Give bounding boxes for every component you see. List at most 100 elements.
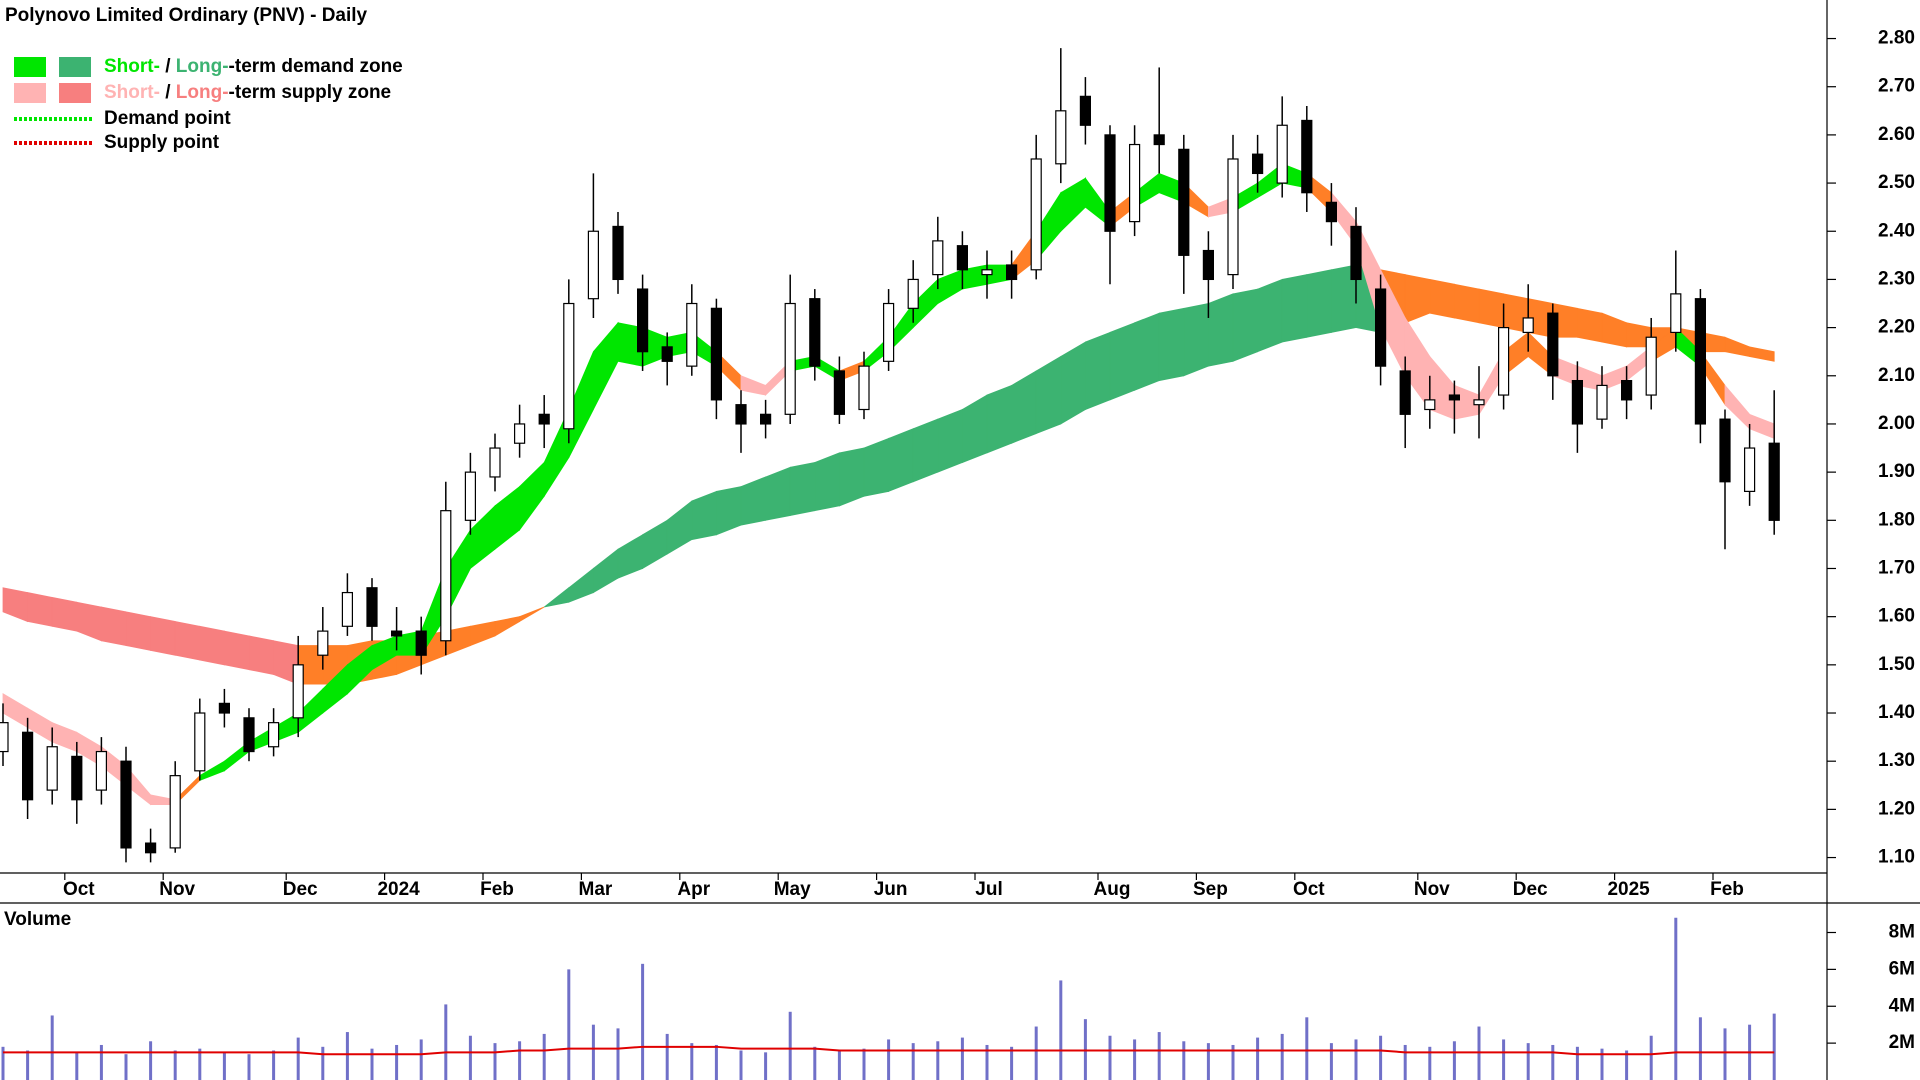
legend: Polynovo Limited Ordinary (PNV) - Daily … bbox=[5, 5, 403, 153]
x-tick-label: 2025 bbox=[1607, 879, 1650, 900]
volume-bar bbox=[198, 1048, 202, 1080]
zone-segment bbox=[1060, 177, 1086, 233]
legend-label: Demand point bbox=[104, 108, 231, 129]
volume-bar bbox=[1182, 1041, 1186, 1080]
zone-segment bbox=[1109, 322, 1135, 401]
volume-bar bbox=[1600, 1048, 1604, 1080]
zone-segment bbox=[962, 394, 988, 464]
volume-tick-label: 8M bbox=[1889, 922, 1915, 943]
volume-tick-label: 2M bbox=[1889, 1032, 1915, 1053]
y-tick-label: 1.80 bbox=[1878, 509, 1915, 530]
volume-bar bbox=[1379, 1035, 1383, 1080]
candle-body bbox=[1227, 158, 1239, 276]
zone-segment bbox=[101, 606, 127, 647]
candle-body bbox=[907, 278, 919, 309]
zone-segment bbox=[51, 596, 78, 632]
zone-segment bbox=[1232, 288, 1258, 362]
candle-body bbox=[612, 225, 624, 281]
volume-bar bbox=[1231, 1044, 1235, 1080]
volume-bar bbox=[1206, 1043, 1210, 1080]
volume-bar bbox=[1526, 1043, 1530, 1080]
zone-segment bbox=[1060, 341, 1086, 425]
zone-segment bbox=[150, 616, 176, 656]
zone-segment bbox=[1749, 413, 1775, 439]
zone-segment bbox=[1429, 278, 1455, 319]
volume-bar bbox=[1010, 1046, 1014, 1080]
candle-body bbox=[1301, 119, 1313, 194]
candle-body bbox=[1448, 394, 1461, 401]
y-tick-label: 1.30 bbox=[1878, 750, 1915, 771]
y-tick-label: 1.10 bbox=[1878, 847, 1915, 868]
candle-body bbox=[1694, 298, 1707, 425]
candle-body bbox=[145, 842, 157, 854]
zone-segment bbox=[740, 375, 766, 396]
candle-body bbox=[194, 712, 206, 772]
x-tick-label: Oct bbox=[1293, 879, 1325, 900]
x-tick-label: Feb bbox=[1710, 879, 1744, 900]
zone-segment bbox=[1011, 370, 1037, 444]
zone-segment bbox=[888, 428, 914, 492]
volume-title: Volume bbox=[4, 909, 71, 930]
candle-body bbox=[932, 240, 944, 276]
y-tick-label: 1.70 bbox=[1878, 558, 1915, 579]
candle-body bbox=[1547, 312, 1559, 377]
volume-bar bbox=[493, 1043, 497, 1080]
volume-tick-label: 4M bbox=[1889, 995, 1915, 1016]
x-tick-label: Feb bbox=[480, 879, 514, 900]
candle-body bbox=[1596, 384, 1608, 420]
candle-body bbox=[686, 302, 698, 367]
volume-bar bbox=[75, 1052, 79, 1080]
legend-swatch bbox=[14, 83, 46, 103]
volume-bar bbox=[714, 1044, 718, 1080]
candle-body bbox=[1571, 379, 1584, 425]
volume-bar bbox=[1034, 1026, 1038, 1080]
zone-segment bbox=[519, 606, 545, 623]
volume-tick-label: 6M bbox=[1889, 958, 1915, 979]
legend-label: Short- / Long--term supply zone bbox=[104, 82, 391, 103]
zone-segment bbox=[716, 486, 742, 536]
candle-body bbox=[513, 423, 526, 444]
zone-segment bbox=[986, 384, 1012, 454]
candle-body bbox=[366, 587, 378, 627]
candle-body bbox=[1645, 336, 1657, 396]
y-tick-label: 1.50 bbox=[1878, 654, 1915, 675]
candle-body bbox=[1399, 370, 1411, 415]
volume-bar bbox=[1403, 1044, 1407, 1080]
candle-body bbox=[1424, 399, 1436, 411]
zone-segment bbox=[76, 601, 102, 642]
volume-bar bbox=[1305, 1017, 1309, 1080]
candle-body bbox=[661, 346, 673, 362]
zone-segment bbox=[568, 567, 594, 603]
volume-bar bbox=[468, 1035, 472, 1080]
candle-body bbox=[1251, 153, 1264, 175]
zone-segment bbox=[839, 447, 865, 507]
candles bbox=[0, 48, 1780, 863]
candle-body bbox=[1620, 379, 1633, 401]
zone-segment bbox=[1183, 303, 1209, 377]
volume-bar bbox=[26, 1050, 30, 1080]
candle-body bbox=[243, 717, 255, 753]
volume-bar bbox=[444, 1004, 448, 1080]
x-tick-label: Nov bbox=[1414, 879, 1450, 900]
volume-bar bbox=[591, 1024, 595, 1080]
x-tick-label: Jul bbox=[975, 879, 1002, 900]
candle-body bbox=[292, 664, 304, 719]
y-tick-label: 1.60 bbox=[1878, 606, 1915, 627]
volume-bar bbox=[665, 1033, 669, 1080]
zone-segment bbox=[519, 461, 545, 532]
x-tick-label: May bbox=[774, 879, 811, 900]
candle-body bbox=[858, 365, 870, 411]
volume-bar bbox=[296, 1037, 300, 1080]
y-tick-label: 1.20 bbox=[1878, 798, 1915, 819]
legend-sep: / bbox=[160, 82, 176, 103]
volume-bar bbox=[911, 1043, 915, 1080]
zone-segment bbox=[937, 408, 963, 473]
volume-bar bbox=[936, 1041, 940, 1080]
x-tick-label: Mar bbox=[579, 879, 613, 900]
candle-body bbox=[1743, 447, 1756, 493]
volume-bar bbox=[222, 1052, 226, 1080]
legend-label: Supply point bbox=[104, 132, 220, 153]
zone-segment bbox=[814, 452, 840, 512]
zone-segment bbox=[789, 462, 816, 516]
